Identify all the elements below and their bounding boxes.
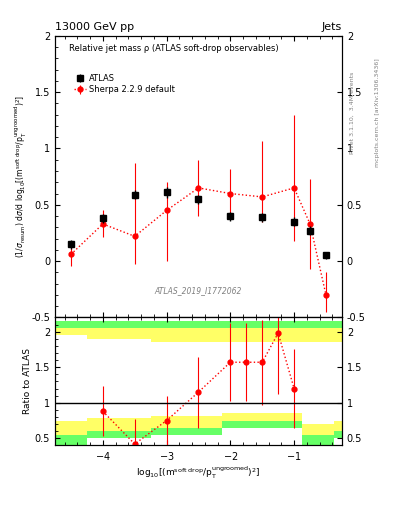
Text: Rivet 3.1.10,  3.4M events: Rivet 3.1.10, 3.4M events bbox=[350, 72, 355, 154]
Y-axis label: $(1/\sigma_{\mathrm{resum}})$ d$\sigma$/d log$_{10}$[(m$^{\mathrm{soft\ drop}}$/: $(1/\sigma_{\mathrm{resum}})$ d$\sigma$/… bbox=[12, 95, 29, 258]
X-axis label: log$_{10}$[(m$^{\mathrm{soft\ drop}}$/p$_\mathrm{T}^{\mathrm{ungroomed}}$)$^2$]: log$_{10}$[(m$^{\mathrm{soft\ drop}}$/p$… bbox=[136, 465, 261, 481]
Text: 13000 GeV pp: 13000 GeV pp bbox=[55, 23, 134, 32]
Text: ATLAS_2019_I1772062: ATLAS_2019_I1772062 bbox=[155, 286, 242, 295]
Text: Relative jet mass ρ (ATLAS soft-drop observables): Relative jet mass ρ (ATLAS soft-drop obs… bbox=[70, 45, 279, 53]
Legend: ATLAS, Sherpa 2.2.9 default: ATLAS, Sherpa 2.2.9 default bbox=[73, 74, 175, 94]
Y-axis label: Ratio to ATLAS: Ratio to ATLAS bbox=[23, 349, 32, 414]
Text: Jets: Jets bbox=[321, 23, 342, 32]
Text: mcplots.cern.ch [arXiv:1306.3436]: mcplots.cern.ch [arXiv:1306.3436] bbox=[375, 58, 380, 167]
